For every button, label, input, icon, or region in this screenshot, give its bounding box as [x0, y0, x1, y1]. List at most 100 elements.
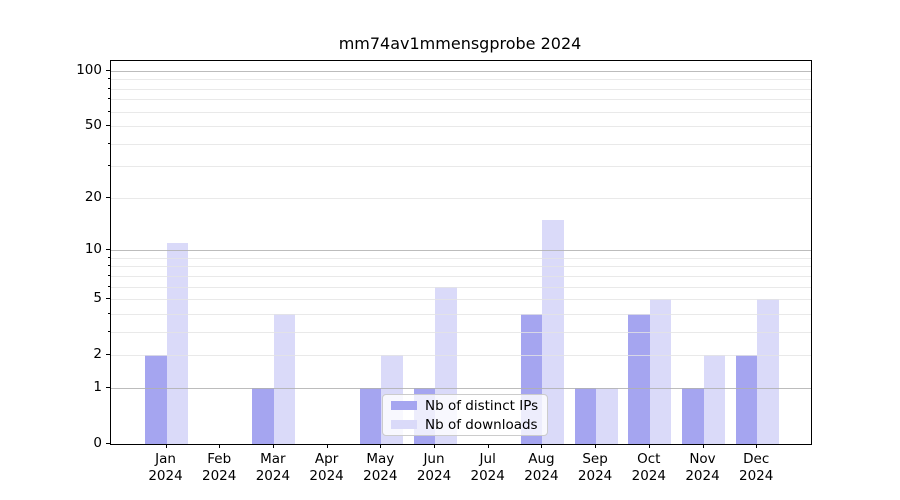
minor-gridline: [111, 88, 811, 90]
y-minor-tick: [107, 87, 110, 89]
distinct-ips-bar: [145, 355, 167, 444]
x-tick-label: Apr 2024: [292, 451, 362, 485]
y-tick-label: 50: [84, 117, 102, 134]
distinct-ips-bar: [359, 387, 382, 444]
x-tick-label: Jun 2024: [399, 451, 469, 485]
y-tick: [106, 70, 110, 71]
y-tick-label: 0: [93, 435, 102, 451]
minor-gridline: [111, 99, 811, 101]
x-tick: [434, 444, 435, 448]
y-tick: [106, 249, 110, 251]
month-label: Sep: [582, 451, 608, 467]
year-label: 2024: [416, 468, 452, 484]
x-tick: [165, 444, 167, 448]
y-tick: [106, 354, 110, 356]
minor-gridline: [111, 355, 811, 357]
x-tick-label: Oct 2024: [614, 451, 684, 485]
minor-gridline: [111, 126, 811, 128]
minor-gridline: [111, 286, 811, 288]
minor-gridline: [111, 79, 811, 81]
minor-gridline: [111, 197, 811, 199]
month-label: Nov: [689, 451, 716, 467]
y-minor-tick: [107, 165, 110, 167]
month-label: Jun: [423, 451, 445, 467]
legend-item-distinct-ips: Nb of distinct IPs: [383, 397, 547, 414]
x-tick-label: May 2024: [345, 451, 415, 485]
distinct-ips-bar: [628, 313, 650, 444]
y-minor-tick: [107, 274, 110, 276]
x-tick: [541, 444, 543, 448]
minor-gridline: [111, 143, 811, 145]
year-label: 2024: [255, 468, 291, 484]
plot-area: [110, 60, 812, 445]
x-tick-label: Aug 2024: [506, 451, 576, 485]
y-minor-tick: [107, 330, 110, 332]
month-label: Dec: [743, 451, 770, 467]
x-tick: [648, 444, 650, 448]
minor-gridline: [111, 331, 811, 333]
legend: Nb of distinct IPs Nb of downloads: [382, 394, 548, 436]
x-tick-label: Jul 2024: [453, 451, 523, 485]
month-label: Jul: [479, 451, 496, 467]
month-label: Mar: [260, 451, 286, 467]
x-tick-label: Sep 2024: [560, 451, 630, 485]
x-tick: [272, 444, 274, 448]
year-label: 2024: [470, 468, 505, 484]
distinct-ips-bar: [574, 387, 597, 444]
year-label: 2024: [685, 468, 720, 484]
y-tick-label: 20: [84, 188, 102, 205]
downloads-bar: [757, 299, 779, 444]
y-tick-label: 100: [76, 62, 102, 78]
downloads-bar: [596, 387, 618, 444]
major-gridline: [111, 250, 811, 252]
x-tick: [595, 444, 597, 448]
x-tick-label: Jan 2024: [131, 451, 201, 485]
x-tick-label: Dec 2024: [721, 451, 791, 485]
y-tick: [106, 196, 110, 198]
minor-gridline: [111, 257, 811, 259]
major-gridline: [111, 71, 811, 72]
downloads-bar: [703, 355, 725, 444]
downloads-bar: [649, 299, 672, 444]
distinct-ips-bar: [252, 387, 274, 444]
distinct-ips-swatch-icon: [391, 401, 417, 410]
year-label: 2024: [739, 468, 774, 484]
x-tick: [219, 444, 221, 448]
legend-label: Nb of distinct IPs: [425, 397, 539, 414]
y-minor-tick: [107, 256, 110, 258]
x-tick-label: Nov 2024: [668, 451, 738, 485]
month-label: Oct: [637, 451, 661, 467]
legend-item-downloads: Nb of downloads: [383, 416, 547, 433]
downloads-bar: [273, 313, 296, 444]
y-minor-tick: [107, 78, 110, 80]
y-minor-tick: [107, 98, 110, 100]
distinct-ips-bar: [682, 387, 704, 444]
y-tick-label: 10: [84, 241, 102, 258]
minor-gridline: [111, 275, 811, 277]
year-label: 2024: [577, 468, 613, 484]
y-tick: [106, 298, 110, 300]
month-label: Aug: [528, 451, 555, 467]
major-gridline: [111, 387, 811, 389]
year-label: 2024: [524, 468, 559, 484]
x-tick: [702, 444, 704, 448]
month-label: Feb: [207, 451, 232, 467]
month-label: May: [366, 451, 395, 467]
x-tick: [380, 444, 382, 448]
month-label: Apr: [314, 451, 339, 467]
minor-gridline: [111, 313, 811, 315]
y-minor-tick: [107, 285, 110, 287]
year-label: 2024: [202, 468, 237, 484]
y-minor-tick: [107, 142, 110, 144]
year-label: 2024: [148, 468, 183, 484]
y-tick: [106, 125, 110, 127]
minor-gridline: [111, 266, 811, 268]
y-tick-label: 2: [93, 346, 102, 363]
y-tick: [106, 443, 110, 444]
y-tick-label: 5: [93, 290, 102, 307]
legend-label: Nb of downloads: [425, 416, 538, 433]
month-label: Jan: [155, 451, 176, 467]
y-minor-tick: [107, 265, 110, 267]
minor-gridline: [111, 299, 811, 301]
